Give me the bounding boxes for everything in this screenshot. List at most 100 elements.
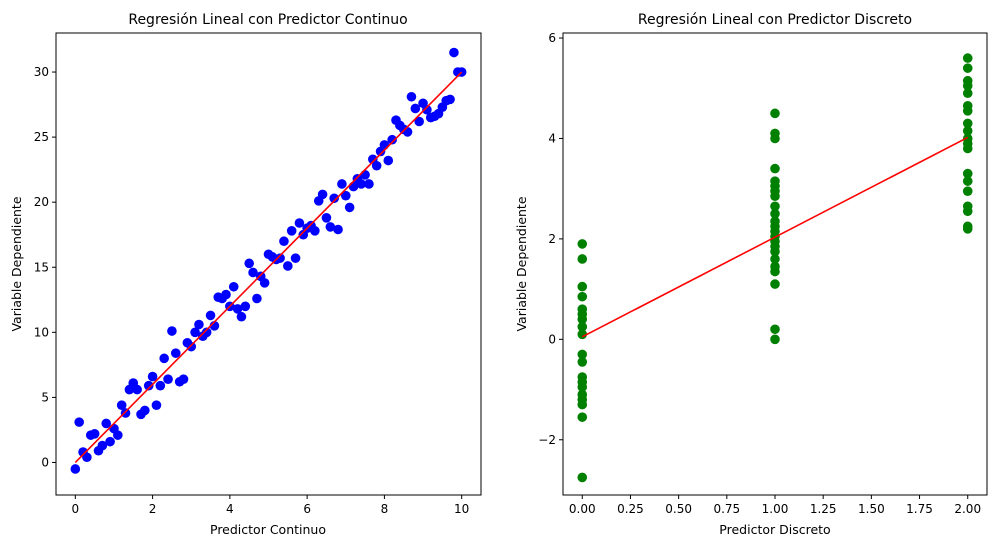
data-point [577,412,588,422]
data-point [577,239,588,249]
axes-frame [55,32,482,496]
data-point [962,186,973,196]
data-point [449,47,459,58]
data-point [321,213,332,223]
plot-area [577,53,973,483]
data-point [337,179,347,189]
y-tick-label: −2 [538,433,556,447]
chart-title: Regresión Lineal con Predictor Continuo [128,12,407,28]
data-point [178,374,189,384]
data-point [962,53,973,63]
data-point [186,341,197,352]
data-point [577,357,588,367]
data-point [201,327,212,338]
y-axis-label: Variable Dependiente [514,196,529,331]
data-point [170,348,181,358]
plot-area [70,47,467,474]
subplot-discrete: Regresión Lineal con Predictor Discreto … [514,12,988,537]
y-tick-label: 25 [34,130,49,144]
data-point [70,464,81,474]
data-point [406,91,417,102]
y-tick-label: 30 [34,65,49,79]
y-tick-label: 5 [41,390,49,404]
y-tick-label: 0 [41,455,49,469]
data-point [770,266,780,277]
x-tick-label: 6 [303,502,311,516]
data-point [383,155,394,166]
data-point [283,261,293,271]
data-point [962,168,973,179]
data-point [577,399,588,410]
data-point [962,88,973,99]
data-point [356,179,367,189]
data-point [962,63,973,73]
data-point [155,380,166,391]
data-point [194,319,204,330]
data-point [962,118,973,129]
data-point [147,371,158,382]
regression-line [581,136,969,338]
data-point [577,314,588,325]
data-point [577,254,588,264]
data-point [770,208,780,219]
data-point [120,408,131,418]
x-axis-label: Predictor Discreto [719,522,830,537]
x-tick-label: 1.75 [906,502,933,516]
data-point [310,226,320,236]
data-point [360,170,370,180]
y-axis-label: Variable Dependiente [9,196,24,331]
x-tick-label: 0.00 [569,502,596,516]
data-point [294,218,305,228]
data-point [962,126,973,136]
data-point [577,321,588,332]
data-point [259,278,270,288]
data-point [402,127,413,137]
data-point [232,304,243,314]
data-point [105,436,115,447]
axes-frame [562,32,988,496]
data-point [577,349,588,360]
data-point [116,400,127,411]
data-point [286,226,297,236]
y-tick-label: 6 [548,31,556,45]
data-point [317,189,328,200]
axes: 0 2 4 6 8 10 0 5 10 15 20 25 30 [34,65,470,516]
data-point [770,163,780,174]
data-point [577,291,588,302]
data-point [577,281,588,292]
x-tick-label: 10 [454,502,469,516]
data-point [252,293,262,304]
data-point [151,400,162,411]
chart-title: Regresión Lineal con Predictor Discreto [638,12,912,28]
data-point [770,133,780,144]
data-point [962,206,973,217]
data-point [422,104,432,115]
x-tick-label: 1.00 [762,502,789,516]
data-point [577,329,588,340]
data-point [89,429,100,439]
data-point [82,452,92,463]
data-point [770,191,780,202]
data-point [770,201,780,212]
data-point [244,258,254,269]
data-point [101,418,112,429]
y-tick-label: 0 [548,332,556,346]
data-point [770,334,780,345]
data-point [132,384,142,395]
data-point [74,417,84,427]
data-point [414,116,424,127]
data-point [344,202,355,213]
data-point [159,353,169,364]
data-point [279,236,289,247]
x-tick-label: 0.75 [713,502,740,516]
data-point [228,281,239,292]
y-tick-label: 20 [34,195,49,209]
data-point [97,440,108,451]
subplot-continuous: Regresión Lineal con Predictor Continuo … [9,12,482,537]
data-point [340,190,351,201]
data-point [163,374,173,384]
data-point [770,254,780,264]
data-point [445,94,455,105]
regression-line [74,71,463,464]
